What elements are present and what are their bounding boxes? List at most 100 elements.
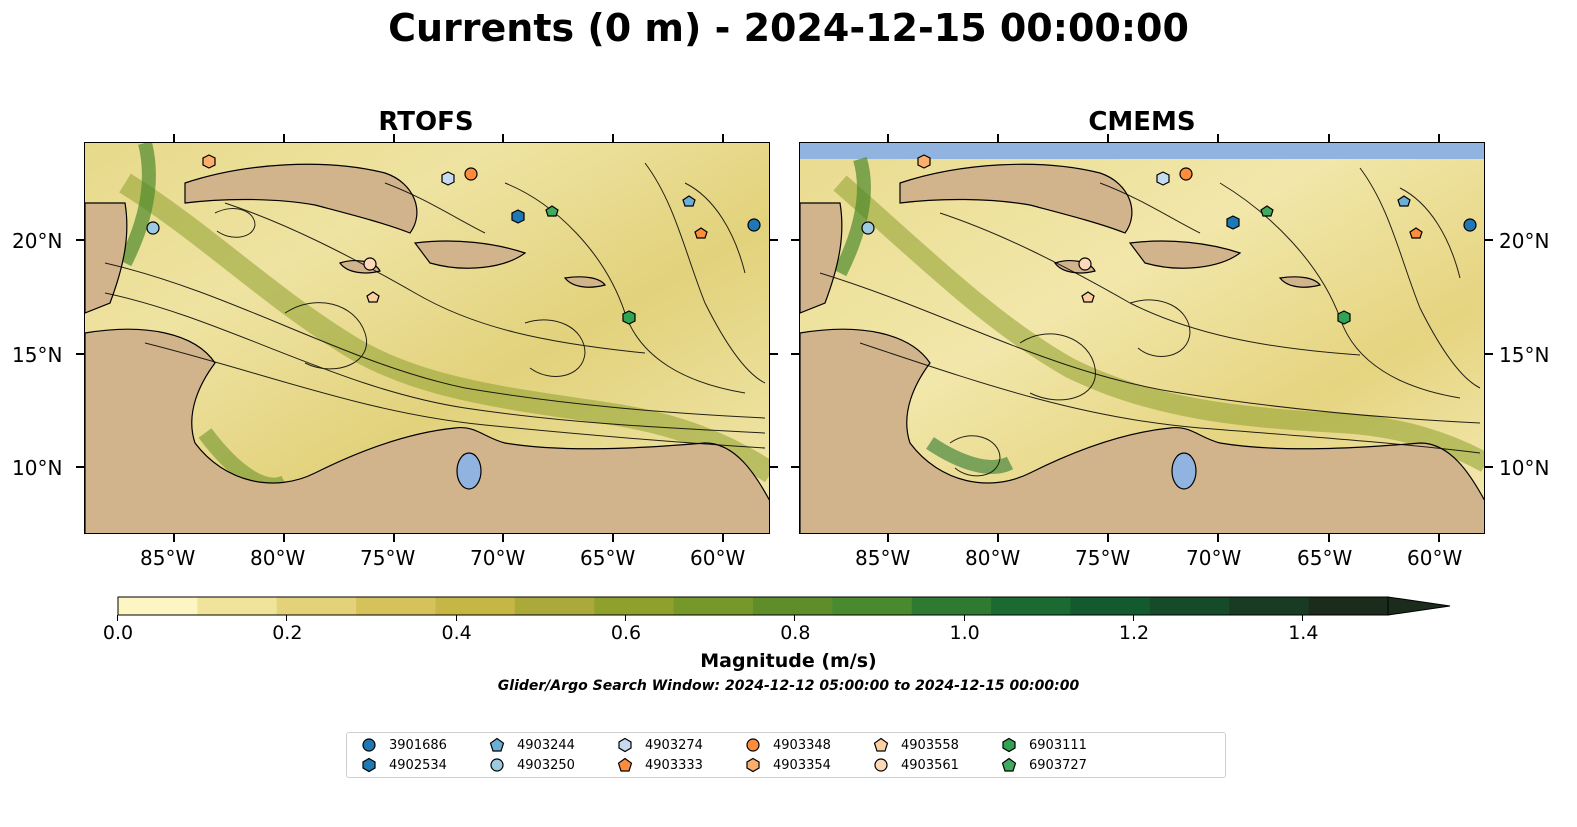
legend-pentagon-icon xyxy=(1001,757,1017,772)
colorbar xyxy=(117,596,1451,616)
map-panel-cmems xyxy=(799,142,1485,534)
legend-pentagon-icon xyxy=(617,757,633,772)
legend-item: 6903727 xyxy=(1001,757,1087,773)
colorbar-segment xyxy=(1229,597,1310,615)
colorbar-segment xyxy=(911,597,992,615)
colorbar-tick-mark xyxy=(1302,615,1304,621)
legend-item: 4903348 xyxy=(745,737,831,753)
colorbar-segment xyxy=(1149,597,1230,615)
colorbar-tick-label: 0.8 xyxy=(780,622,811,644)
legend-pentagon-icon xyxy=(489,737,505,752)
search-window-text: Glider/Argo Search Window: 2024-12-12 05… xyxy=(497,678,1080,694)
legend-item-label: 4903333 xyxy=(645,757,703,773)
lon-tick-right-70: 70°W xyxy=(1186,546,1242,570)
colorbar-segment xyxy=(673,597,754,615)
lon-tick-right-85: 85°W xyxy=(855,546,911,570)
colorbar-segment xyxy=(118,597,198,615)
legend-item: 4903561 xyxy=(873,757,959,773)
legend-item-label: 4902534 xyxy=(389,757,447,773)
legend-circle-icon xyxy=(362,738,376,752)
lat-tick-left-20: 20°N xyxy=(12,229,63,253)
float-markers-rtofs xyxy=(146,154,761,325)
colorbar-segment xyxy=(1070,597,1151,615)
colorbar-segment xyxy=(1308,597,1389,615)
map-canvas-cmems xyxy=(800,143,1484,533)
colorbar-tick-label: 0.4 xyxy=(441,622,472,644)
lon-tick-left-75: 75°W xyxy=(360,546,416,570)
panel-title-cmems: CMEMS xyxy=(1088,107,1196,137)
colorbar-segment xyxy=(514,597,595,615)
lon-tick-right-80: 80°W xyxy=(965,546,1021,570)
colorbar-border xyxy=(117,596,1389,616)
lon-tick-right-65: 65°W xyxy=(1297,546,1353,570)
lat-tick-left-10: 10°N xyxy=(12,456,63,480)
legend-item-label: 4903244 xyxy=(517,737,575,753)
legend-item-label: 3901686 xyxy=(389,737,447,753)
colorbar-tick-label: 0.0 xyxy=(102,622,134,644)
legend-item-label: 4903274 xyxy=(645,737,703,753)
legend-hexagon-icon xyxy=(1002,737,1016,753)
legend-circle-icon xyxy=(746,738,760,752)
lon-tick-left-70: 70°W xyxy=(470,546,526,570)
lat-tick-left-15: 15°N xyxy=(12,343,63,367)
legend-item: 6903111 xyxy=(1001,737,1087,753)
colorbar-label: Magnitude (m/s) xyxy=(700,650,877,672)
colorbar-segment xyxy=(356,597,436,615)
colorbar-tick-mark xyxy=(963,615,965,621)
colorbar-tick-mark xyxy=(455,615,457,621)
legend-item: 4903274 xyxy=(617,737,703,753)
lon-tick-left-80: 80°W xyxy=(250,546,306,570)
map-canvas-rtofs xyxy=(85,143,769,533)
legend-hexagon-icon xyxy=(362,757,376,773)
float-markers-cmems xyxy=(861,154,1477,325)
colorbar-tick-label: 0.6 xyxy=(610,622,642,644)
float-legend: 3901686 4902534 4903244 4903250 4903274 49033… xyxy=(346,732,1226,778)
colorbar-tick-mark xyxy=(1133,615,1134,621)
colorbar-tick-label: 0.2 xyxy=(272,622,303,644)
legend-pentagon-icon xyxy=(873,737,889,752)
lon-tick-left-60: 60°W xyxy=(690,546,746,570)
colorbar-segment xyxy=(197,597,278,615)
lat-tick-right-15: 15°N xyxy=(1499,343,1550,367)
legend-item-label: 4903348 xyxy=(773,737,831,753)
figure-title: Currents (0 m) - 2024-12-15 00:00:00 xyxy=(388,6,1189,50)
legend-hexagon-icon xyxy=(618,737,632,753)
colorbar-tick-label: 1.0 xyxy=(949,622,980,644)
colorbar-tick-label: 1.2 xyxy=(1118,622,1150,644)
legend-item-label: 6903727 xyxy=(1029,757,1087,773)
colorbar-segment xyxy=(753,597,833,615)
map-panel-rtofs xyxy=(84,142,770,534)
legend-item-label: 4903561 xyxy=(901,757,959,773)
colorbar-segment xyxy=(594,597,675,615)
legend-item: 4903244 xyxy=(489,737,575,753)
legend-item-label: 4903250 xyxy=(517,757,575,773)
lon-tick-left-65: 65°W xyxy=(580,546,636,570)
colorbar-tick-mark xyxy=(625,615,626,621)
legend-item: 4903250 xyxy=(489,757,575,773)
colorbar-segment xyxy=(435,597,516,615)
colorbar-segment xyxy=(991,597,1071,615)
lon-tick-right-60: 60°W xyxy=(1407,546,1463,570)
legend-circle-icon xyxy=(874,758,888,772)
colorbar-tick-mark xyxy=(286,615,288,621)
colorbar-tick-label: 1.4 xyxy=(1288,622,1319,644)
legend-hexagon-icon xyxy=(746,757,760,773)
legend-circle-icon xyxy=(490,758,504,772)
colorbar-segment xyxy=(832,597,913,615)
legend-item: 4902534 xyxy=(361,757,447,773)
lon-tick-left-85: 85°W xyxy=(140,546,196,570)
legend-item: 4903558 xyxy=(873,737,959,753)
panel-title-rtofs: RTOFS xyxy=(378,107,474,137)
legend-item: 4903354 xyxy=(745,757,831,773)
colorbar-segment xyxy=(276,597,357,615)
colorbar-tick-mark xyxy=(794,615,796,621)
legend-item-label: 4903354 xyxy=(773,757,831,773)
legend-item: 4903333 xyxy=(617,757,703,773)
lat-tick-right-10: 10°N xyxy=(1499,456,1550,480)
colorbar-tick-mark xyxy=(117,615,118,621)
lat-tick-right-20: 20°N xyxy=(1499,229,1550,253)
legend-item: 3901686 xyxy=(361,737,447,753)
lon-tick-right-75: 75°W xyxy=(1075,546,1131,570)
legend-item-label: 4903558 xyxy=(901,737,959,753)
